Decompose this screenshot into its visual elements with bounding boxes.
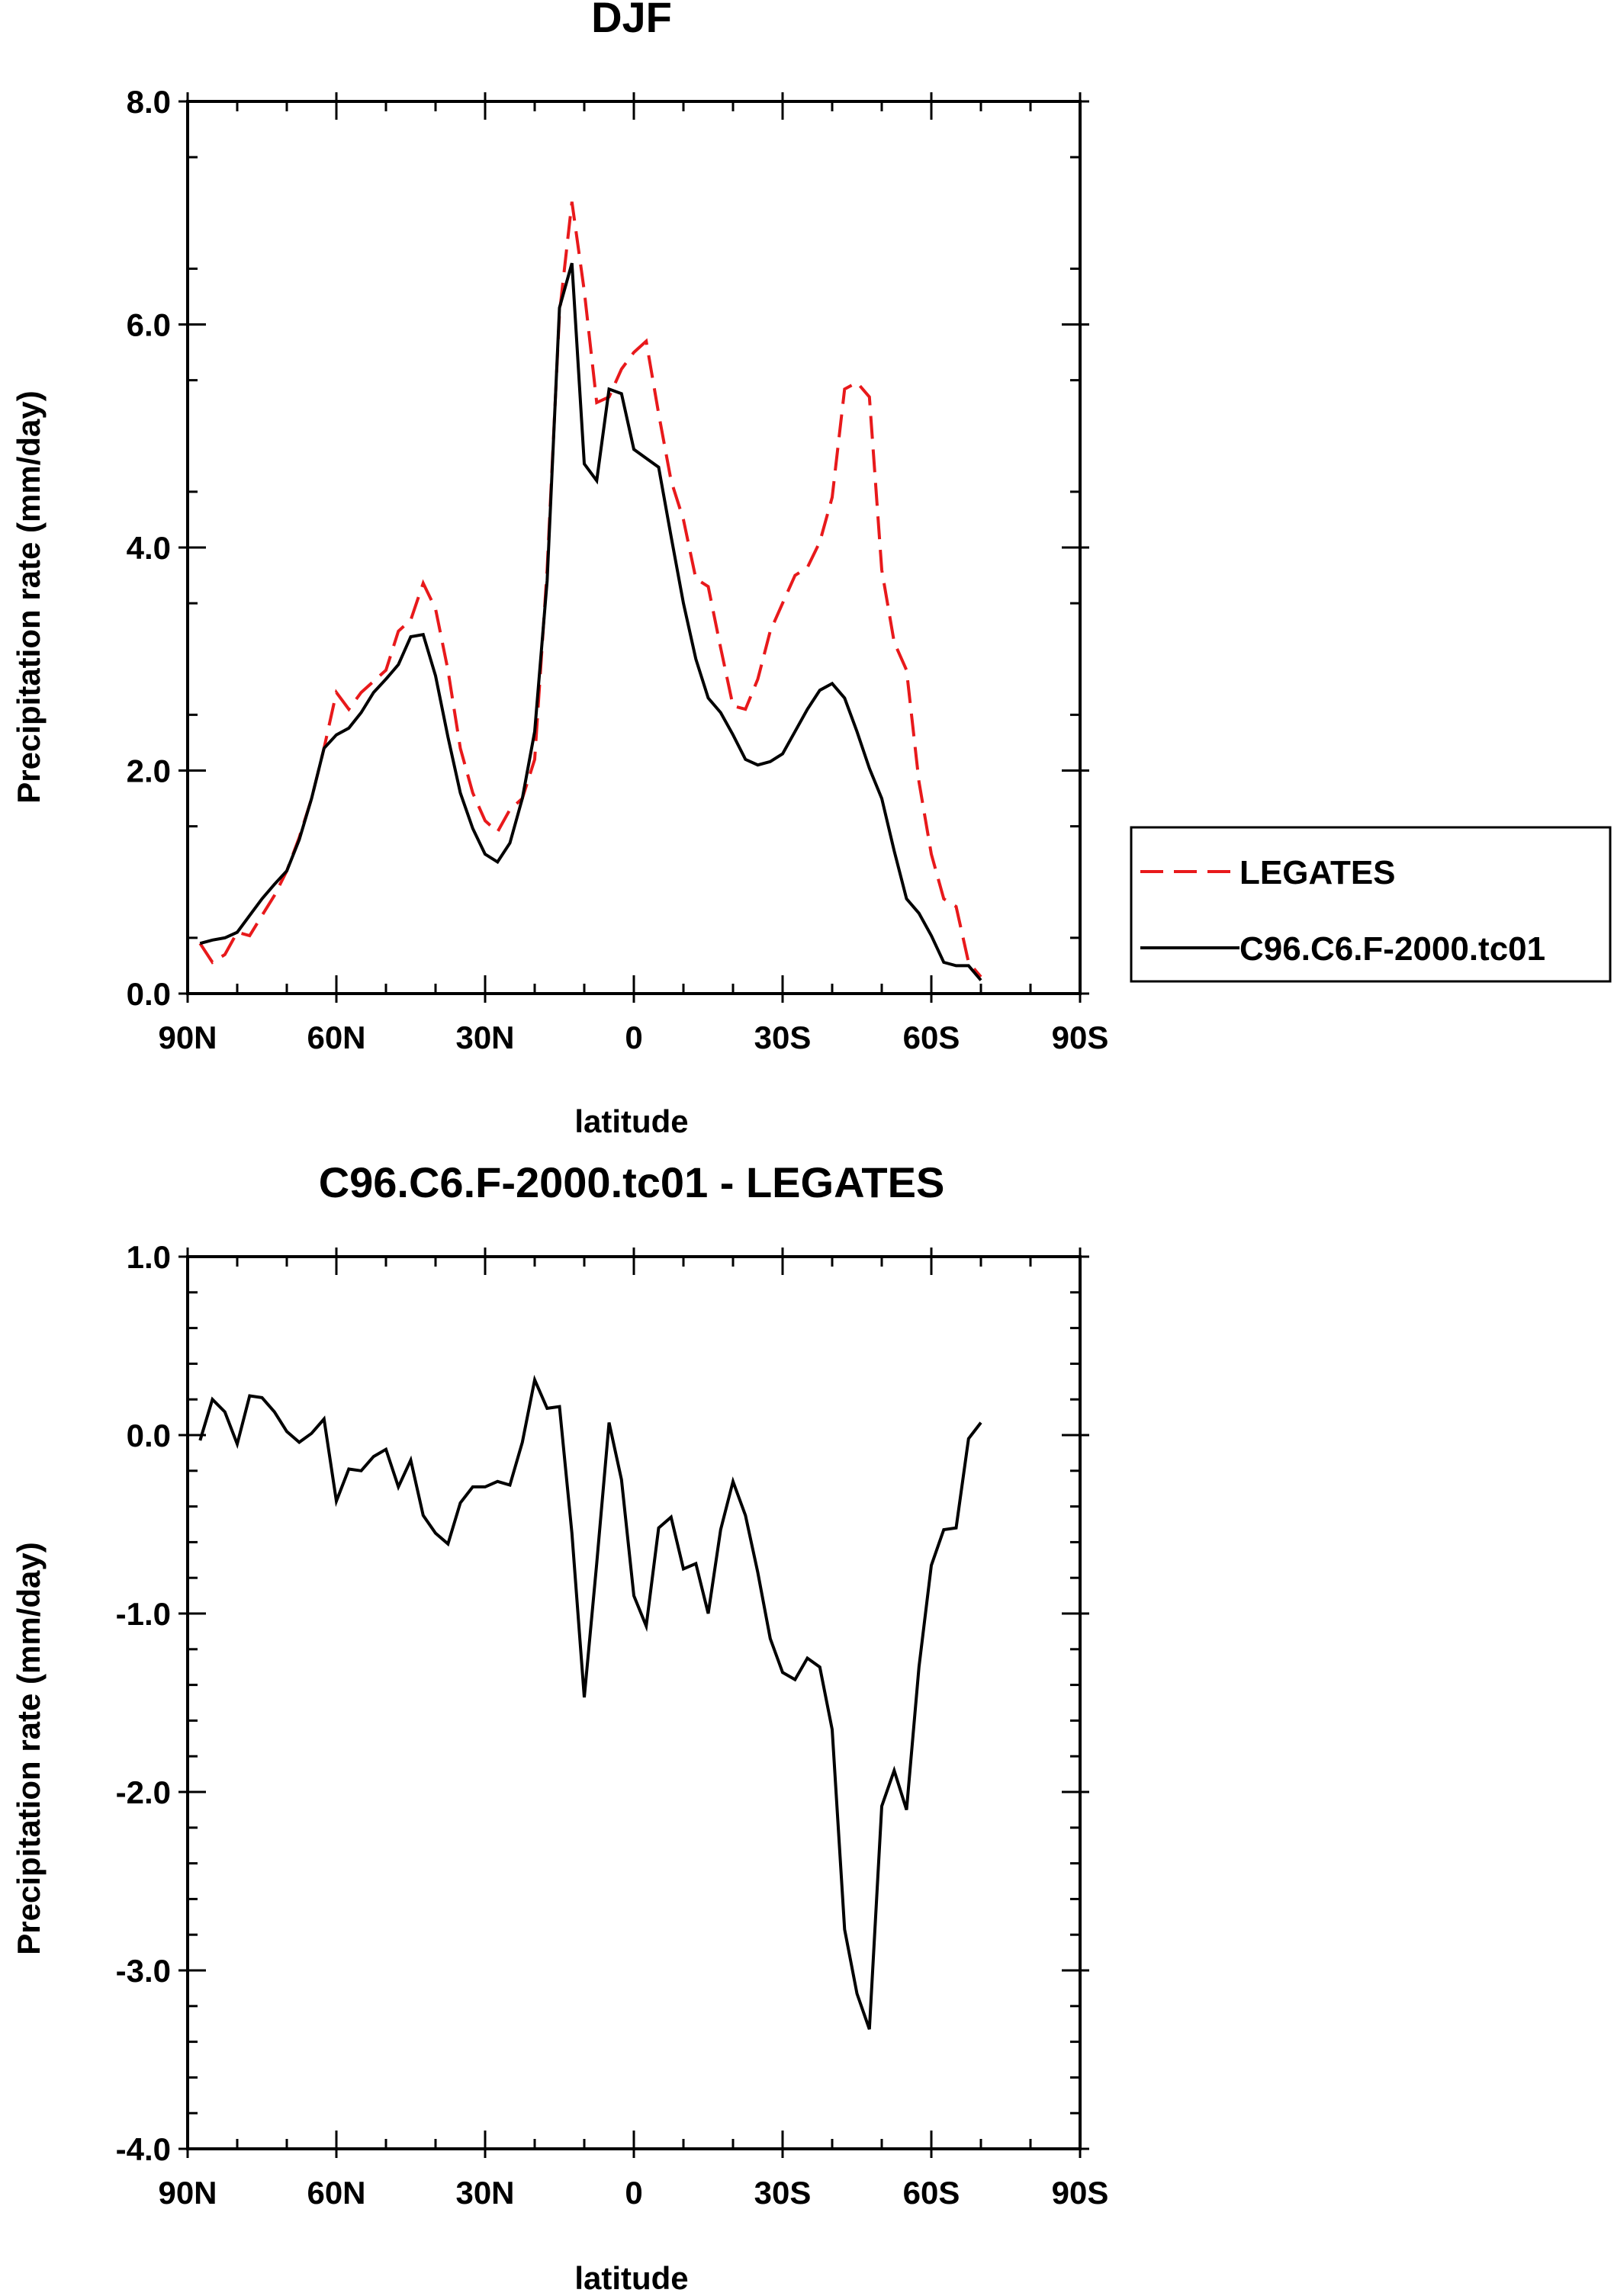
chart-title: C96.C6.F-2000.tc01 - LEGATES <box>319 1158 945 1206</box>
x-tick-labels: 90N 60N 30N 0 30S 60S 90S <box>158 2175 1108 2211</box>
x-tick-label-90s: 90S <box>1052 1020 1109 1055</box>
x-tick-label-60n: 60N <box>307 2175 365 2211</box>
x-tick-label-60n: 60N <box>307 1020 365 1055</box>
x-tick-label-30s: 30S <box>754 2175 812 2211</box>
y-tick-label-0: 0.0 <box>127 976 171 1012</box>
djf-panel: DJF 0.0 2.0 4.0 6.0 8.0 90N 60N 30N 0 30… <box>11 0 1612 1139</box>
y-tick-label-8: 8.0 <box>127 84 171 120</box>
y-tick-label-2: 2.0 <box>127 753 171 789</box>
y-tick-label-0: 0.0 <box>127 1418 171 1453</box>
y-tick-label-6: 6.0 <box>127 307 171 343</box>
legend-label-legates: LEGATES <box>1239 854 1396 891</box>
x-tick-label-90s: 90S <box>1052 2175 1109 2211</box>
y-tick-label-minus-1: -1.0 <box>116 1596 171 1632</box>
y-tick-label-4: 4.0 <box>127 530 171 566</box>
y-tick-labels: 0.0 2.0 4.0 6.0 8.0 <box>127 84 171 1012</box>
legates-line <box>198 201 982 978</box>
legend-box <box>1130 826 1612 983</box>
y-tick-labels: -4.0 -3.0 -2.0 -1.0 0.0 1.0 <box>116 1239 171 2167</box>
x-tick-label-0: 0 <box>625 2175 642 2211</box>
x-tick-label-0: 0 <box>625 1020 642 1055</box>
plot-frame <box>186 1255 1082 2150</box>
tick-marks <box>178 1248 1089 2158</box>
y-tick-label-minus-4: -4.0 <box>116 2131 171 2167</box>
x-tick-label-90n: 90N <box>158 1020 217 1055</box>
plot-frame <box>186 100 1082 995</box>
chart-title: DJF <box>591 0 672 41</box>
y-tick-label-minus-2: -2.0 <box>116 1774 171 1810</box>
x-tick-label-30n: 30N <box>455 1020 514 1055</box>
tick-marks <box>178 92 1089 1003</box>
y-tick-label-minus-3: -3.0 <box>116 1953 171 1989</box>
x-tick-label-60s: 60S <box>903 1020 960 1055</box>
legend-label-model: C96.C6.F-2000.tc01 <box>1239 930 1545 968</box>
x-axis-label: latitude <box>574 1103 688 1139</box>
x-tick-label-90n: 90N <box>158 2175 217 2211</box>
x-tick-label-60s: 60S <box>903 2175 960 2211</box>
y-tick-label-1: 1.0 <box>127 1239 171 1275</box>
difference-line <box>198 1374 982 2030</box>
x-tick-label-30n: 30N <box>455 2175 514 2211</box>
x-tick-labels: 90N 60N 30N 0 30S 60S 90S <box>158 1020 1108 1055</box>
x-tick-label-30s: 30S <box>754 1020 812 1055</box>
x-axis-label: latitude <box>574 2260 688 2296</box>
difference-panel: C96.C6.F-2000.tc01 - LEGATES -4.0 -3.0 -… <box>11 1158 1108 2296</box>
y-axis-label: Precipitation rate (mm/day) <box>11 390 47 803</box>
y-axis-label: Precipitation rate (mm/day) <box>11 1542 47 1954</box>
model-line <box>199 262 982 981</box>
legend: LEGATES C96.C6.F-2000.tc01 <box>1130 826 1612 983</box>
